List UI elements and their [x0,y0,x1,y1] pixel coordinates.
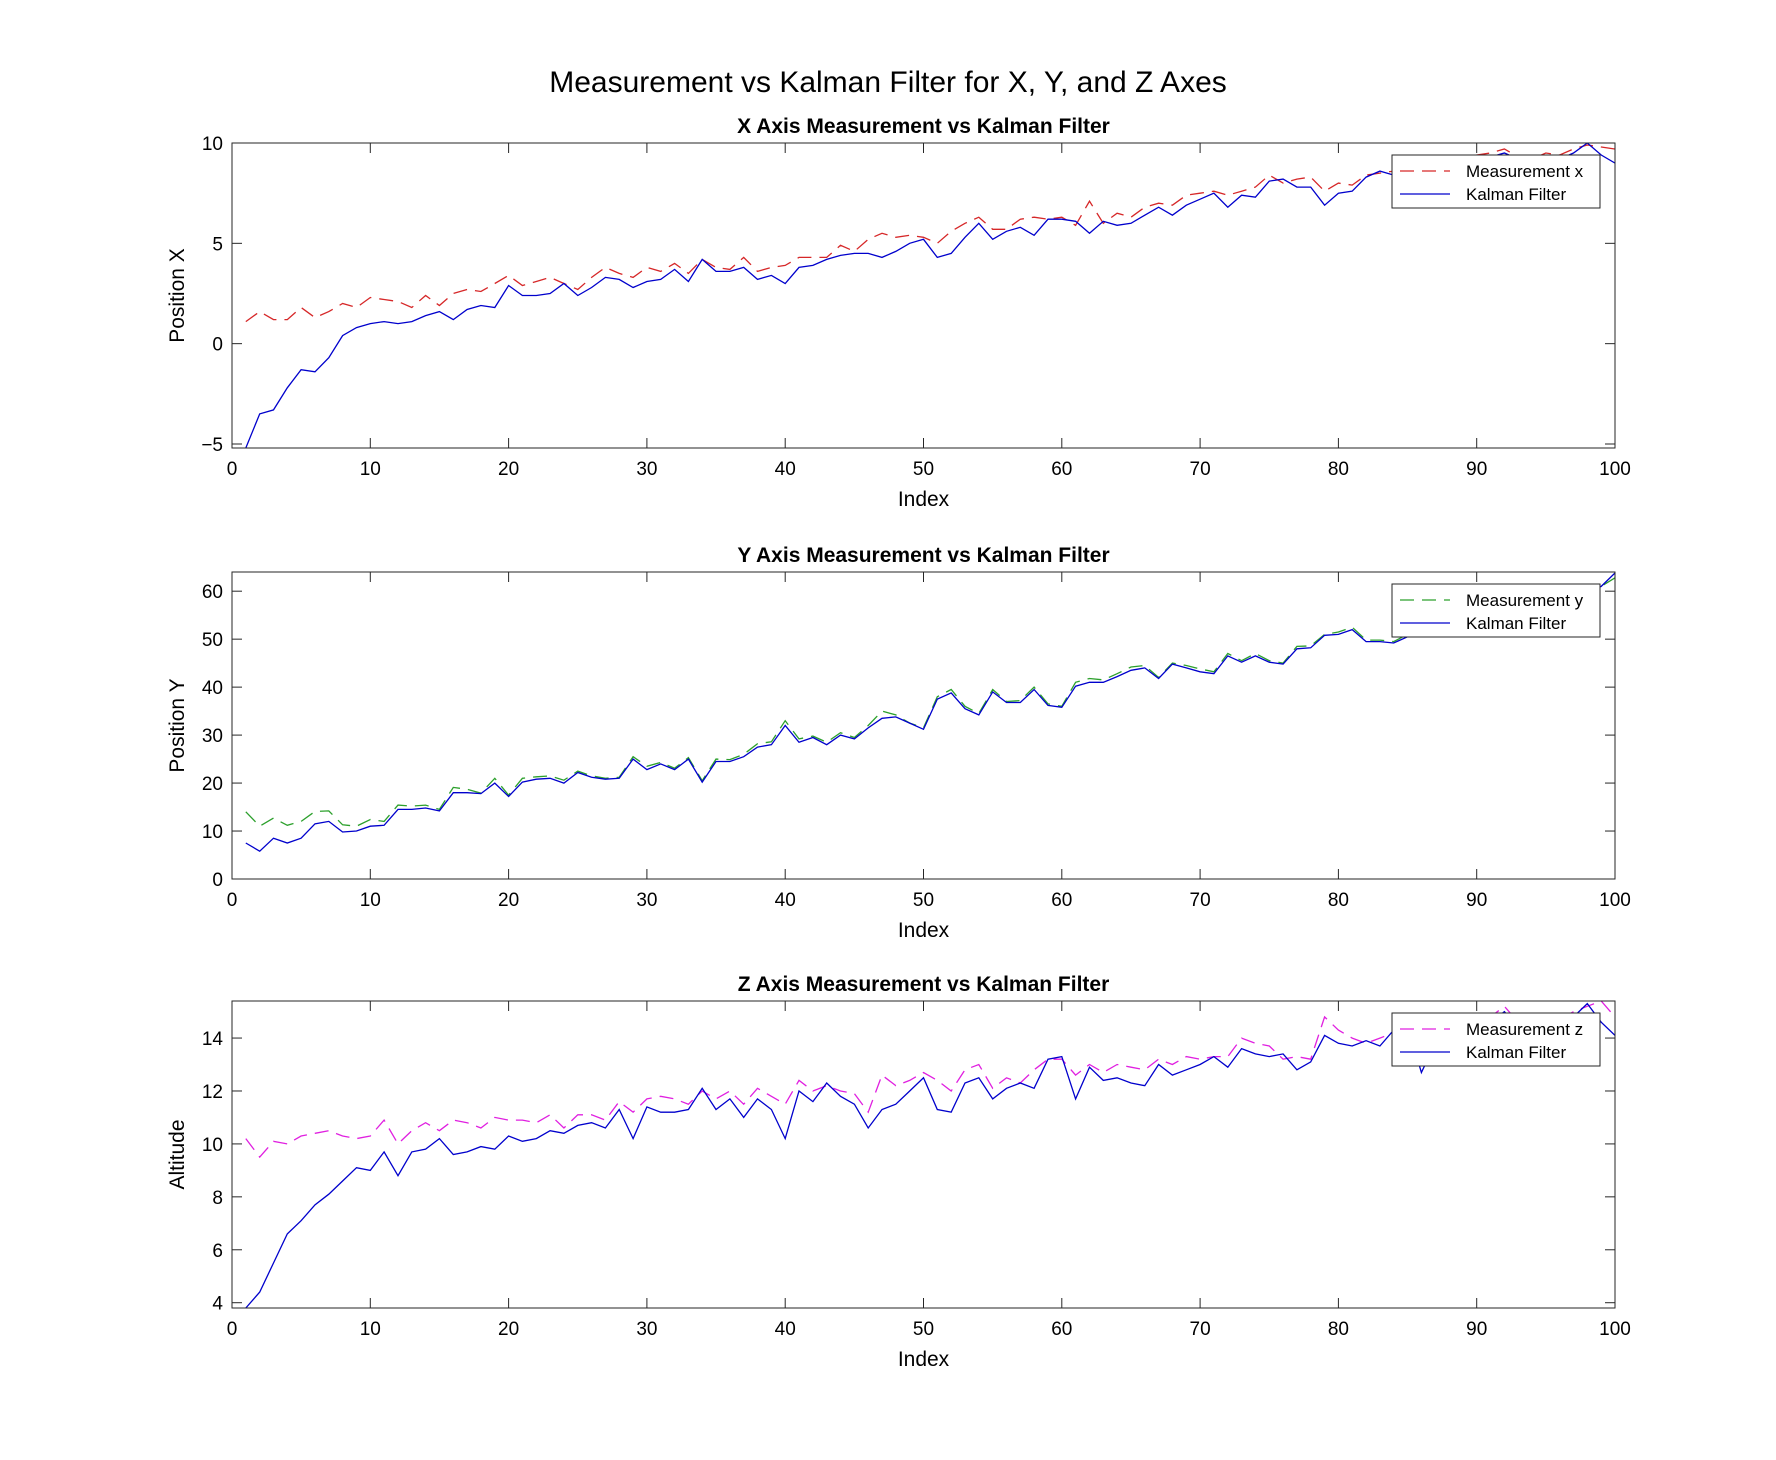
z-plot-area [232,1001,1615,1308]
y-y-tick-label: 50 [202,630,223,651]
z-axes: 0 10 20 30 40 50 60 70 80 90 100 4 6 8 10 12 14 Z Axis Me… [166,973,1631,1371]
z-legend-label-1: Kalman Filter [1466,1043,1566,1062]
z-y-tick-label: 14 [202,1029,224,1050]
x-legend-label-1: Kalman Filter [1466,185,1566,204]
z-axes-title: Z Axis Measurement vs Kalman Filter [738,973,1110,996]
y-y-tick-label: 0 [212,870,223,891]
y-legend-box [1391,583,1601,638]
z-x-tick-label: 10 [360,1319,381,1340]
y-x-tick-label: 100 [1599,890,1631,911]
y-axes-title: Y Axis Measurement vs Kalman Filter [737,544,1109,567]
y-x-tick-label: 50 [913,890,934,911]
z-legend-box [1391,1012,1601,1067]
x-x-tick-label: 100 [1599,459,1631,480]
z-legend: Measurement z Kalman Filter [1391,1012,1601,1067]
x-x-tick-label: 80 [1328,459,1349,480]
z-y-tick-label: 10 [202,1135,223,1156]
x-axes-title: X Axis Measurement vs Kalman Filter [737,115,1110,138]
x-legend: Measurement x Kalman Filter [1391,154,1601,209]
x-plot-area [232,143,1615,448]
x-x-tick-label: 30 [636,459,657,480]
y-x-tick-label: 30 [636,890,657,911]
y-x-tick-label: 80 [1328,890,1349,911]
z-x-tick-label: 0 [227,1319,238,1340]
z-y-tick-label: 4 [212,1294,223,1315]
x-legend-box [1391,154,1601,209]
x-x-tick-label: 0 [227,459,238,480]
z-series-line-1 [245,1002,1615,1308]
z-y-tick-label: 12 [202,1082,223,1103]
x-x-tick-label: 40 [775,459,796,480]
x-y-tick-label: 5 [212,234,223,255]
x-x-tick-label: 60 [1051,459,1072,480]
y-x-tick-label: 70 [1190,890,1211,911]
z-x-axis-label: Index [898,1348,950,1371]
x-series-line-1 [245,143,1615,448]
z-x-tick-label: 50 [913,1319,934,1340]
y-series-line-0 [245,577,1615,828]
x-x-tick-label: 90 [1466,459,1487,480]
y-x-tick-label: 20 [498,890,519,911]
y-y-tick-label: 10 [202,822,223,843]
x-x-tick-label: 20 [498,459,519,480]
y-legend: Measurement y Kalman Filter [1391,583,1601,638]
y-legend-label-1: Kalman Filter [1466,614,1566,633]
x-legend-label-0: Measurement x [1466,162,1584,181]
x-x-tick-label: 70 [1190,459,1211,480]
y-x-tick-label: 0 [227,890,238,911]
y-y-axis-label: Position Y [166,678,189,772]
y-x-tick-label: 40 [775,890,796,911]
z-y-axis-label: Altitude [166,1119,189,1189]
z-x-tick-label: 90 [1466,1319,1487,1340]
y-x-tick-label: 90 [1466,890,1487,911]
z-x-tick-label: 100 [1599,1319,1631,1340]
z-x-tick-label: 80 [1328,1319,1349,1340]
y-x-tick-label: 10 [360,890,381,911]
x-x-tick-label: 50 [913,459,934,480]
z-series-line-0 [245,1001,1615,1159]
y-y-tick-label: 40 [202,678,223,699]
x-y-tick-label: 10 [202,134,223,155]
y-x-tick-label: 60 [1051,890,1072,911]
z-y-tick-label: 6 [212,1241,223,1262]
y-plot-area [232,572,1615,879]
z-x-tick-label: 70 [1190,1319,1211,1340]
z-legend-label-0: Measurement z [1466,1020,1583,1039]
x-y-tick-label: −5 [201,435,223,456]
y-y-tick-label: 60 [202,582,223,603]
figure-title: Measurement vs Kalman Filter for X, Y, a… [549,66,1227,99]
y-legend-label-0: Measurement y [1466,591,1584,610]
x-y-tick-label: 0 [212,335,223,356]
z-x-tick-label: 40 [775,1319,796,1340]
z-y-tick-label: 8 [212,1188,223,1209]
x-x-tick-label: 10 [360,459,381,480]
z-x-tick-label: 20 [498,1319,519,1340]
y-x-axis-label: Index [898,919,950,942]
y-series-line-1 [245,572,1615,853]
z-x-tick-label: 60 [1051,1319,1072,1340]
x-y-axis-label: Position X [166,248,189,343]
y-y-tick-label: 20 [202,774,223,795]
z-x-tick-label: 30 [636,1319,657,1340]
y-axes: 0 10 20 30 40 50 60 70 80 90 100 0 10 20 30 40 50 60 Y Axi… [166,544,1631,942]
x-x-axis-label: Index [898,488,950,511]
y-y-tick-label: 30 [202,726,223,747]
